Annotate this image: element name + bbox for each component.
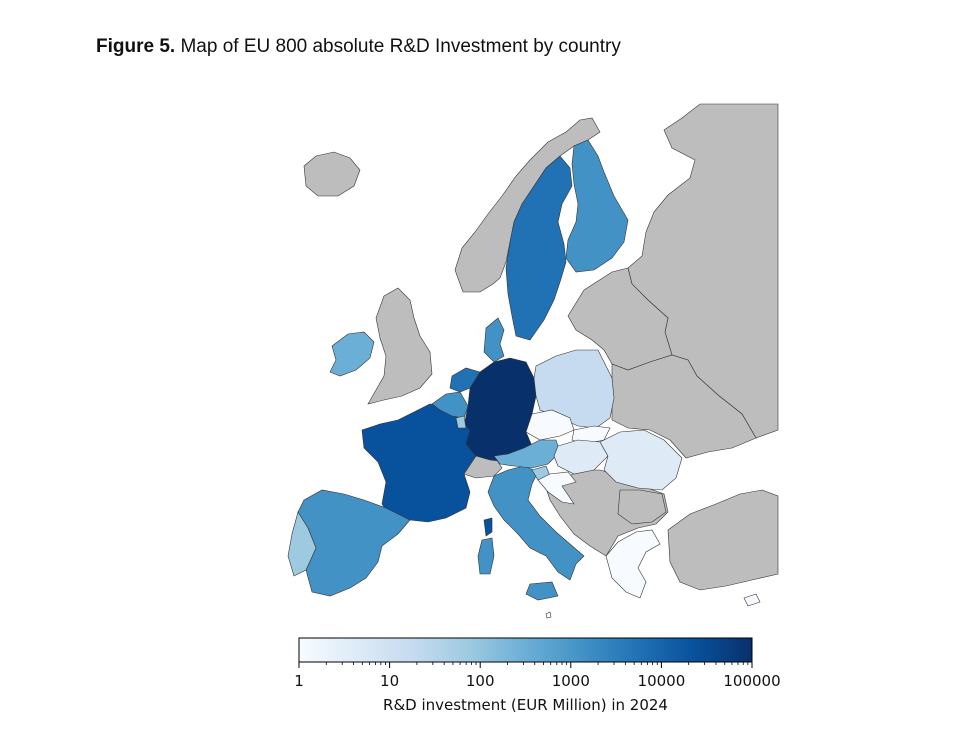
country-uk: [367, 287, 433, 405]
country-malta: [545, 611, 552, 619]
figure-caption: Figure 5. Map of EU 800 absolute R&D Inv…: [96, 36, 621, 58]
country-france: [361, 403, 477, 523]
country-portugal: [287, 511, 317, 577]
country-sardinia: [477, 537, 495, 575]
country-norway: [454, 117, 601, 293]
colorbar: [298, 637, 753, 663]
country-bulgaria: [617, 489, 667, 525]
non-eu-land: [303, 103, 779, 591]
country-luxembourg: [455, 415, 467, 429]
country-sweden: [505, 155, 573, 341]
colorbar-tick-label: 100: [466, 672, 495, 690]
country-denmark: [483, 317, 505, 363]
eu-countries: [287, 139, 761, 619]
colorbar-tick-label: 1000: [552, 672, 590, 690]
country-cyprus: [743, 593, 761, 607]
colorbar-label: R&D investment (EUR Million) in 2024: [383, 696, 668, 714]
country-corsica: [483, 517, 493, 537]
country-romania: [599, 429, 683, 491]
country-netherlands: [449, 367, 481, 393]
colorbar-tick-label: 100000: [723, 672, 780, 690]
colorbar-ticks: [298, 662, 753, 668]
figure-title: Map of EU 800 absolute R&D Investment by…: [180, 36, 621, 57]
colorbar-tick-label: 10000: [638, 672, 686, 690]
country-belgium: [431, 391, 469, 419]
country-greece: [605, 529, 661, 599]
country-poland: [533, 349, 615, 429]
country-finland: [565, 139, 629, 273]
country-iceland: [303, 151, 361, 197]
country-ukraine: [611, 354, 757, 459]
country-czechia: [525, 409, 575, 441]
country-croatia: [537, 471, 577, 505]
colorbar-tick-label: 10: [380, 672, 399, 690]
country-sicily: [525, 581, 559, 601]
colorbar-tick-label: 1: [294, 672, 304, 690]
country-hungary: [553, 439, 609, 475]
colorbar-tick-labels: 1 10 100 1000 10000 100000: [294, 672, 780, 690]
figure-label: Figure 5.: [96, 36, 176, 57]
country-turkey: [667, 489, 779, 591]
country-ireland: [329, 331, 375, 377]
